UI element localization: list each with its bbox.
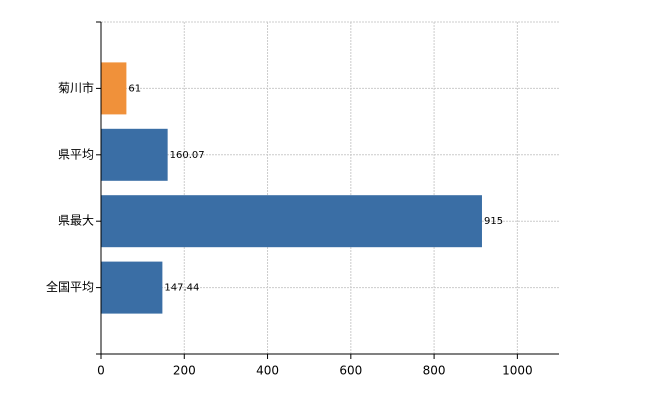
- x-tick-label: 0: [97, 364, 105, 378]
- x-tick-label: 1000: [502, 364, 533, 378]
- value-label: 147.44: [164, 283, 199, 294]
- y-tick-label: 全国平均: [46, 279, 94, 294]
- x-tick-label: 800: [423, 364, 446, 378]
- y-tick-label: 菊川市: [58, 80, 94, 95]
- y-tick-label: 県最大: [58, 214, 94, 228]
- value-label: 61: [128, 83, 141, 94]
- bar: [101, 195, 482, 248]
- x-tick-label: 200: [173, 364, 196, 378]
- bar: [101, 62, 127, 115]
- y-tick-label: 県平均: [58, 147, 94, 161]
- bar: [101, 261, 163, 314]
- value-label: 915: [484, 216, 503, 227]
- value-label: 160.07: [170, 150, 205, 161]
- x-tick-label: 600: [339, 364, 362, 378]
- x-tick-label: 400: [256, 364, 279, 378]
- bar: [101, 128, 168, 181]
